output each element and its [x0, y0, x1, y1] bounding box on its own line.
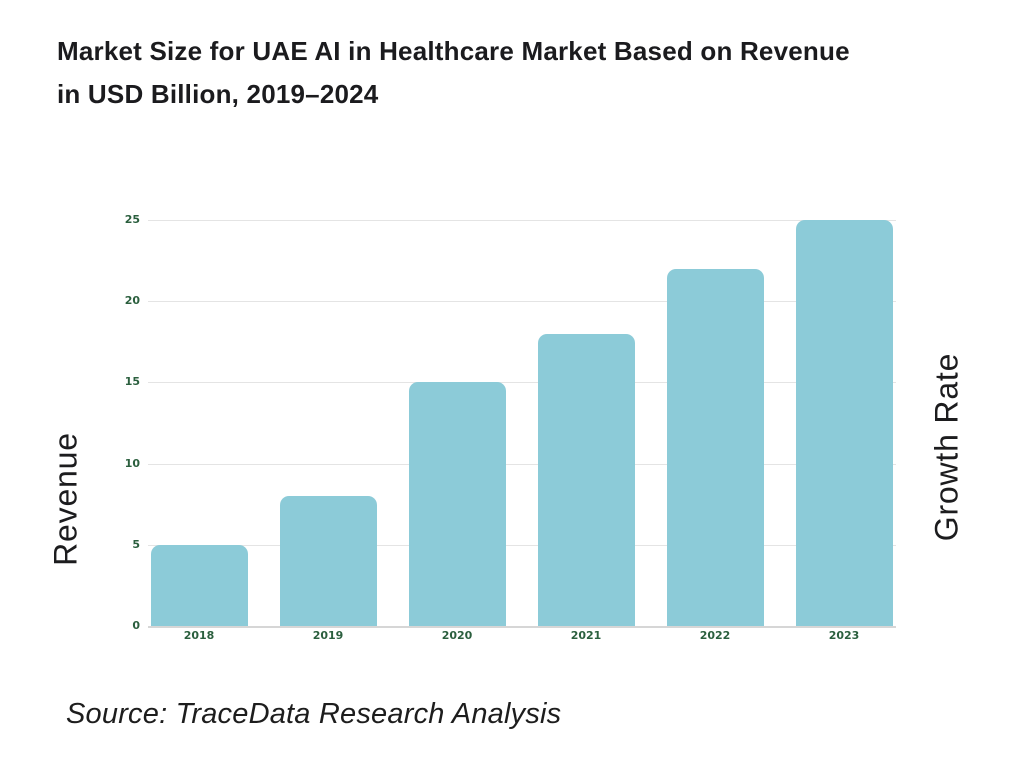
gridline-5	[148, 544, 896, 546]
bar-2020	[408, 382, 506, 626]
page-title: Market Size for UAE AI in Healthcare Mar…	[57, 30, 987, 116]
page-title-line-1: Market Size for UAE AI in Healthcare Mar…	[57, 36, 850, 66]
gridline-25	[148, 220, 896, 221]
x-tick-2021: 2021	[570, 629, 602, 642]
x-tick-2023: 2023	[828, 629, 860, 642]
page-title-line-2: in USD Billion, 2019–2024	[57, 79, 379, 109]
y-tick-15: 15	[124, 375, 140, 389]
x-tick-2022: 2022	[699, 629, 731, 642]
bar-2022	[666, 268, 764, 626]
y-tick-0: 0	[132, 619, 140, 632]
y-tick-5: 5	[132, 537, 140, 551]
gridline-20	[148, 301, 896, 303]
x-tick-2018: 2018	[183, 629, 215, 642]
x-axis-line	[148, 626, 896, 628]
bar-2023	[795, 220, 893, 626]
y-tick-20: 20	[124, 294, 140, 308]
y-axis-label-growth-rate: Growth Rate	[928, 352, 965, 542]
bar-2019	[279, 496, 377, 626]
y-tick-25: 25	[124, 213, 140, 226]
bar-2021	[537, 333, 635, 626]
y-axis-label-revenue: Revenue	[47, 432, 84, 566]
x-tick-2020: 2020	[441, 629, 473, 642]
gridline-15	[148, 382, 896, 384]
gridline-10	[148, 463, 896, 465]
bar-2018	[150, 544, 248, 626]
source-attribution: Source: TraceData Research Analysis	[66, 698, 562, 730]
x-tick-2019: 2019	[312, 629, 344, 642]
y-tick-10: 10	[124, 456, 140, 470]
